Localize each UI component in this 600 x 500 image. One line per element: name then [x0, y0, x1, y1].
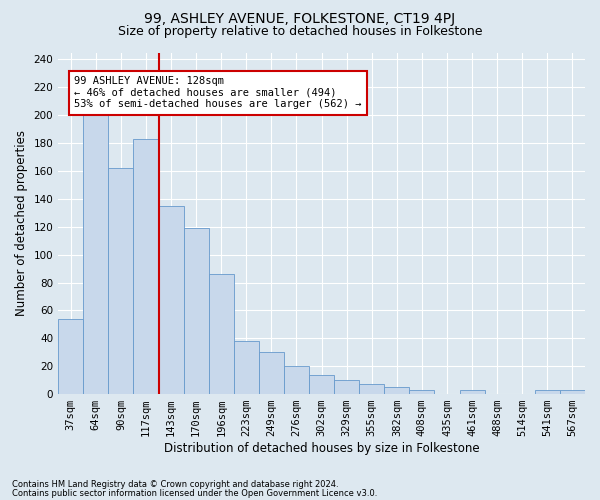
Bar — [58, 319, 83, 394]
Text: Contains public sector information licensed under the Open Government Licence v3: Contains public sector information licen… — [12, 488, 377, 498]
Text: 99 ASHLEY AVENUE: 128sqm
← 46% of detached houses are smaller (494)
53% of semi-: 99 ASHLEY AVENUE: 128sqm ← 46% of detach… — [74, 76, 362, 110]
Bar — [460, 390, 485, 394]
Text: Size of property relative to detached houses in Folkestone: Size of property relative to detached ho… — [118, 25, 482, 38]
Bar — [359, 384, 385, 394]
Bar — [133, 139, 158, 394]
Text: Contains HM Land Registry data © Crown copyright and database right 2024.: Contains HM Land Registry data © Crown c… — [12, 480, 338, 489]
Bar — [560, 390, 585, 394]
Bar — [158, 206, 184, 394]
Bar — [83, 115, 109, 394]
Bar — [385, 387, 409, 394]
X-axis label: Distribution of detached houses by size in Folkestone: Distribution of detached houses by size … — [164, 442, 479, 455]
Bar — [109, 168, 133, 394]
Bar — [334, 380, 359, 394]
Text: 99, ASHLEY AVENUE, FOLKESTONE, CT19 4PJ: 99, ASHLEY AVENUE, FOLKESTONE, CT19 4PJ — [145, 12, 455, 26]
Bar — [309, 374, 334, 394]
Bar — [284, 366, 309, 394]
Bar — [259, 352, 284, 394]
Y-axis label: Number of detached properties: Number of detached properties — [15, 130, 28, 316]
Bar — [535, 390, 560, 394]
Bar — [209, 274, 234, 394]
Bar — [234, 341, 259, 394]
Bar — [409, 390, 434, 394]
Bar — [184, 228, 209, 394]
